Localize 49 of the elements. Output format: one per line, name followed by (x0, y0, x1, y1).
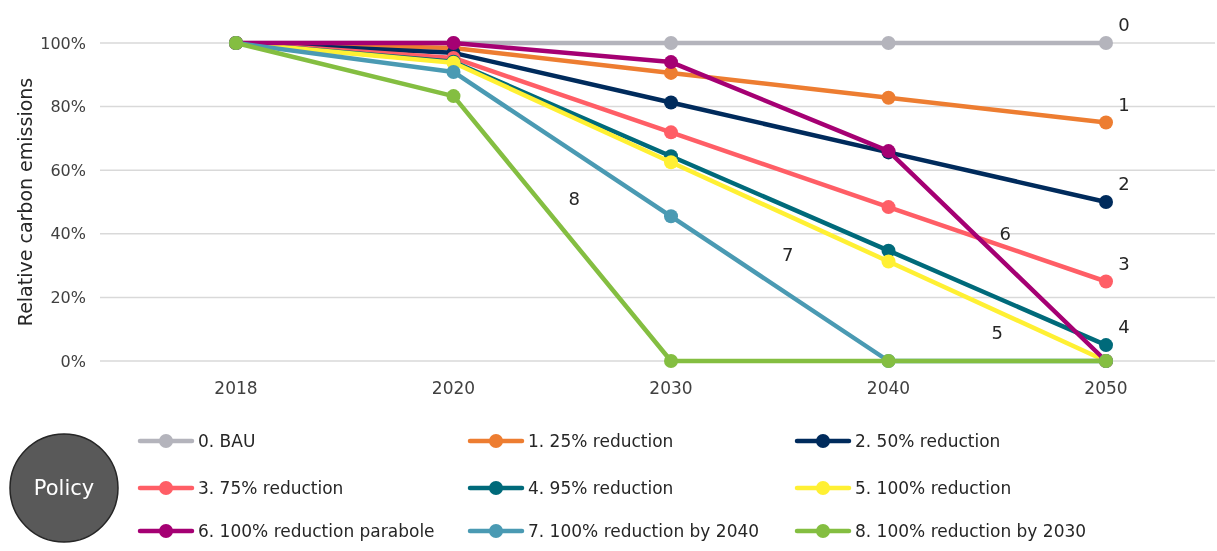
annotation: 3 (1118, 252, 1130, 274)
point (881, 36, 896, 50)
legend-label: 2. 50% reduction (855, 430, 1001, 451)
x-tick-label: 2018 (214, 378, 258, 398)
y-tick-label: 80% (50, 97, 86, 117)
point (446, 89, 461, 104)
point (664, 55, 678, 70)
point (664, 36, 678, 50)
x-tick-label: 2040 (866, 378, 911, 398)
point (1099, 338, 1113, 353)
policy-badge: Policy (9, 433, 119, 543)
legend-label: 8. 100% reduction by 2030 (855, 520, 1087, 541)
y-axis-title: Relative carbon emissions (14, 77, 36, 327)
point (664, 95, 678, 110)
legend-label: 0. BAU (198, 430, 256, 451)
annotation: 8 (568, 187, 580, 209)
y-tick-label: 0% (60, 351, 86, 371)
point (664, 354, 678, 368)
point (881, 254, 896, 269)
text: 0 (1118, 14, 1130, 35)
annotation: 4 (1118, 316, 1130, 338)
y-tick-label: 20% (50, 288, 86, 307)
legend-label: 7. 100% reduction by 2040 (528, 520, 760, 541)
x-tick-label: 2030 (649, 378, 693, 398)
legend-label: 3. 75% reduction (198, 477, 344, 498)
point (1099, 115, 1113, 130)
point (664, 209, 678, 224)
point (881, 90, 896, 105)
legend-label: 4. 95% reduction (528, 477, 674, 498)
point (881, 200, 896, 215)
point (664, 155, 678, 170)
annotation: 6 (999, 223, 1011, 245)
point (1099, 195, 1113, 209)
point (1099, 274, 1113, 289)
annotation: 5 (991, 322, 1003, 344)
y-tick-label: 60% (50, 160, 86, 180)
y-tick-label: 100% (40, 33, 86, 53)
point (1099, 36, 1113, 50)
x-tick-label: 2020 (431, 378, 476, 398)
y-tick-label: 40% (50, 224, 86, 244)
legend-label: 6. 100% reduction parabole (198, 520, 435, 541)
x-tick-label: 2050 (1084, 378, 1128, 398)
legend-label: 1. 25% reduction (528, 430, 674, 451)
legend-label: 5. 100% reduction (855, 477, 1012, 498)
annotation: 7 (782, 243, 794, 265)
annotation: 1 (1118, 93, 1130, 115)
point (664, 125, 678, 140)
point (446, 64, 461, 79)
annotation: 2 (1118, 173, 1130, 194)
